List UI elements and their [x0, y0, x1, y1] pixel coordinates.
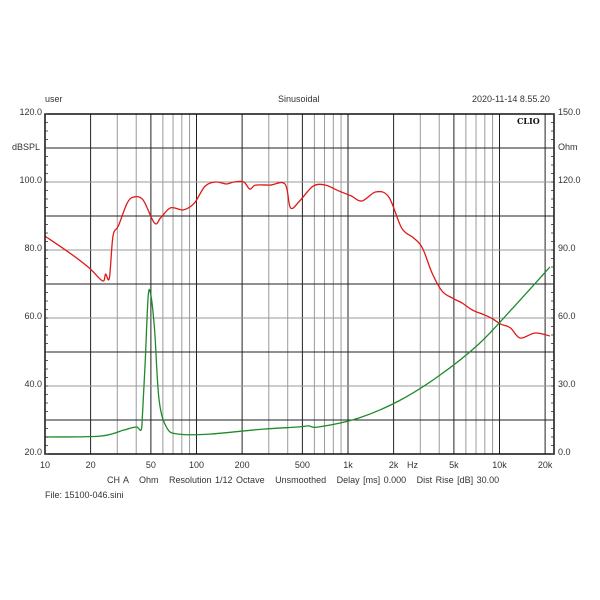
- clio-logo: CLIO: [517, 116, 540, 126]
- x-tick-label: 2k: [388, 460, 399, 470]
- chart-header-user: user: [45, 94, 63, 104]
- chart-header-mode: Sinusoidal: [278, 94, 320, 104]
- impedance-curve: [44, 266, 551, 438]
- file-name: File: 15100-046.sini: [45, 490, 124, 500]
- left-tick-label: 40.0: [24, 379, 42, 389]
- right-tick-label: 30.0: [558, 379, 576, 389]
- left-tick-label: 120.0: [19, 107, 42, 117]
- right-axis-unit: Ohm: [558, 142, 578, 152]
- x-tick-label: 1k: [343, 460, 353, 470]
- chart-curves: [44, 180, 551, 438]
- x-axis-unit: Hz: [407, 460, 418, 470]
- x-tick-label: 100: [188, 460, 205, 470]
- right-tick-label: 150.0: [558, 107, 581, 117]
- axis-ticks: [45, 113, 554, 455]
- x-tick-label: 10k: [492, 460, 507, 470]
- x-tick-label: 200: [234, 460, 250, 470]
- right-tick-label: 60.0: [558, 311, 576, 321]
- left-axis-unit: dBSPL: [12, 142, 41, 152]
- x-tick-label: 10: [39, 460, 51, 470]
- x-tick-label: 50: [145, 460, 156, 470]
- right-tick-label: 0.0: [558, 447, 571, 457]
- x-tick-label: 20: [85, 460, 96, 470]
- left-tick-label: 80.0: [24, 243, 42, 253]
- x-tick-label: 500: [294, 460, 310, 470]
- chart-grid: [45, 114, 554, 454]
- x-tick-label: 5k: [449, 460, 459, 470]
- left-tick-label: 100.0: [19, 175, 42, 185]
- left-tick-label: 60.0: [24, 311, 42, 321]
- spl-curve: [44, 180, 551, 339]
- right-tick-label: 90.0: [558, 243, 576, 253]
- right-tick-label: 120.0: [558, 175, 581, 185]
- measurement-info: CH A Ohm Resolution 1/12 Octave Unsmooth…: [107, 475, 500, 485]
- left-tick-label: 20.0: [24, 447, 42, 457]
- x-tick-label: 20k: [537, 460, 553, 470]
- chart-header-timestamp: 2020-11-14 8.55.20: [472, 94, 550, 104]
